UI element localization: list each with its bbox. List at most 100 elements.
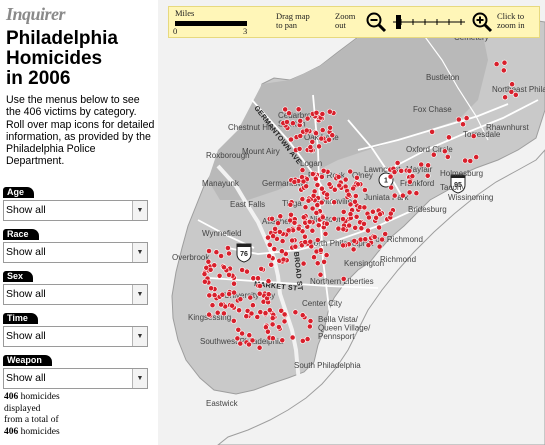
homicide-marker[interactable] [310,192,317,199]
homicide-marker[interactable] [226,291,232,297]
homicide-marker[interactable] [314,237,321,243]
homicide-marker[interactable] [467,158,474,164]
homicide-marker[interactable] [285,227,292,234]
homicide-marker[interactable] [270,335,276,342]
homicide-marker[interactable] [302,239,309,245]
homicide-marker[interactable] [462,157,468,164]
homicide-marker[interactable] [303,127,310,134]
homicide-marker[interactable] [418,161,425,168]
homicide-marker[interactable] [271,246,278,252]
homicide-markers[interactable] [201,59,519,351]
homicide-marker[interactable] [292,243,299,250]
homicide-marker[interactable] [306,323,313,330]
homicide-marker[interactable] [250,302,256,309]
homicide-marker[interactable] [321,258,327,265]
zoom-in-icon[interactable] [471,11,493,33]
homicide-marker[interactable] [299,167,306,173]
homicide-marker[interactable] [327,124,333,131]
homicide-marker[interactable] [351,237,358,244]
homicide-marker[interactable] [302,204,309,211]
homicide-marker[interactable] [226,250,232,257]
homicide-marker[interactable] [295,106,302,113]
homicide-marker[interactable] [306,218,313,225]
homicide-marker[interactable] [340,226,347,233]
homicide-marker[interactable] [331,186,338,193]
homicide-marker[interactable] [361,187,368,193]
homicide-marker[interactable] [340,242,346,249]
homicide-marker[interactable] [300,178,307,185]
homicide-marker[interactable] [288,211,294,218]
homicide-marker[interactable] [460,121,466,128]
homicide-marker[interactable] [278,307,285,314]
homicide-marker[interactable] [201,271,208,277]
homicide-marker[interactable] [276,228,283,235]
homicide-marker[interactable] [244,268,250,275]
homicide-marker[interactable] [326,108,333,115]
homicide-marker[interactable] [265,291,272,298]
homicide-marker[interactable] [309,138,316,145]
age-select[interactable]: Show all ▼ [3,200,148,221]
homicide-marker[interactable] [379,236,385,243]
homicide-marker[interactable] [239,267,245,273]
homicide-marker[interactable] [331,215,338,222]
homicide-marker[interactable] [221,264,227,271]
homicide-marker[interactable] [307,144,314,150]
homicide-marker[interactable] [350,185,357,192]
homicide-marker[interactable] [347,201,354,208]
homicide-marker[interactable] [318,199,325,206]
homicide-marker[interactable] [345,191,352,198]
zoom-out-icon[interactable] [365,11,387,33]
homicide-marker[interactable] [277,213,284,220]
homicide-marker[interactable] [274,235,280,242]
homicide-marker[interactable] [318,135,325,142]
homicide-marker[interactable] [313,109,320,116]
homicide-marker[interactable] [317,271,324,278]
homicide-marker[interactable] [512,92,519,98]
homicide-marker[interactable] [326,136,332,143]
homicide-marker[interactable] [501,59,508,66]
homicide-marker[interactable] [382,231,389,237]
homicide-marker[interactable] [281,318,288,325]
homicide-marker[interactable] [211,262,218,269]
zoom-slider[interactable] [391,14,467,30]
homicide-marker[interactable] [211,292,218,298]
homicide-marker[interactable] [352,198,358,205]
homicide-marker[interactable] [353,213,360,220]
homicide-marker[interactable] [387,173,394,180]
homicide-marker[interactable] [388,184,395,191]
homicide-marker[interactable] [365,242,372,249]
homicide-marker[interactable] [347,211,354,217]
homicide-marker[interactable] [270,233,276,239]
homicide-marker[interactable] [218,253,224,259]
homicide-marker[interactable] [268,261,275,268]
homicide-marker[interactable] [209,302,216,309]
homicide-marker[interactable] [313,209,320,216]
homicide-marker[interactable] [307,238,314,245]
homicide-marker[interactable] [509,81,515,88]
homicide-marker[interactable] [314,202,321,208]
homicide-marker[interactable] [307,318,314,324]
homicide-marker[interactable] [282,106,289,113]
homicide-marker[interactable] [266,241,273,248]
homicide-marker[interactable] [239,330,245,337]
dropdown-arrow-icon[interactable]: ▼ [132,285,147,304]
homicide-marker[interactable] [336,182,343,189]
homicide-marker[interactable] [248,310,255,317]
homicide-marker[interactable] [303,183,310,190]
homicide-marker[interactable] [276,324,282,330]
homicide-marker[interactable] [373,214,379,221]
homicide-marker[interactable] [279,248,285,255]
homicide-marker[interactable] [208,285,214,292]
homicide-marker[interactable] [424,172,431,179]
homicide-marker[interactable] [296,145,303,152]
homicide-marker[interactable] [243,313,250,320]
homicide-marker[interactable] [309,171,316,177]
homicide-marker[interactable] [280,256,287,263]
homicide-marker[interactable] [266,253,272,259]
homicide-marker[interactable] [324,191,330,198]
homicide-map[interactable]: GERMANTOWN AVE MARKET ST BROAD ST 1 76 9… [158,0,545,445]
homicide-marker[interactable] [362,236,369,243]
homicide-marker[interactable] [284,119,290,125]
homicide-marker[interactable] [331,199,338,206]
homicide-marker[interactable] [347,168,354,175]
